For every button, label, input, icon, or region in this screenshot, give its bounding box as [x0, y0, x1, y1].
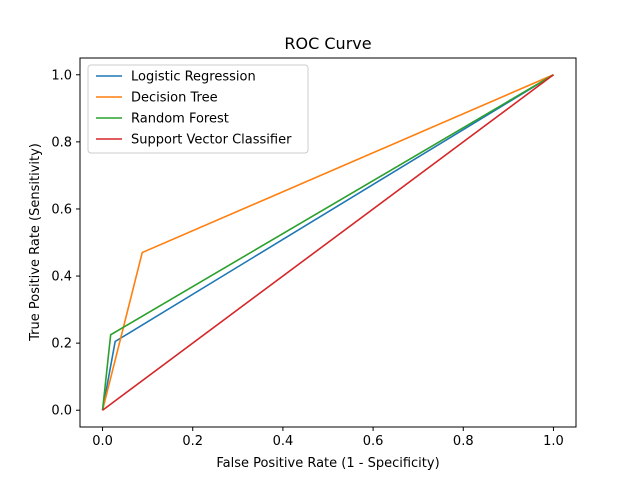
legend-label-3: Support Vector Classifier — [131, 133, 292, 148]
y-tick-label: 0.0 — [51, 404, 72, 419]
x-tick-label: 0.2 — [182, 434, 203, 449]
chart-title: ROC Curve — [284, 34, 371, 53]
y-tick-label: 0.8 — [51, 135, 72, 150]
y-axis-label: True Positive Rate (Sensitivity) — [28, 143, 43, 342]
legend-label-0: Logistic Regression — [131, 70, 256, 85]
x-tick-label: 1.0 — [543, 434, 564, 449]
y-tick-label: 0.4 — [51, 270, 72, 285]
series-line-2 — [101, 74, 554, 411]
series-line-0 — [101, 74, 554, 411]
x-tick-label: 0.4 — [273, 434, 294, 449]
legend-label-1: Decision Tree — [131, 91, 218, 106]
y-tick-label: 0.6 — [51, 202, 72, 217]
legend: Logistic Regression Decision Tree Random F… — [87, 64, 309, 154]
series-line-1 — [101, 74, 554, 411]
legend-box — [87, 64, 309, 154]
x-axis-label: False Positive Rate (1 - Specificity) — [216, 456, 439, 471]
y-axis-ticks: 0.0 0.2 0.4 0.6 0.8 1.0 — [51, 68, 80, 419]
x-tick-label: 0.6 — [363, 434, 384, 449]
series-line-3 — [102, 74, 554, 411]
y-tick-label: 1.0 — [51, 68, 72, 83]
x-tick-label: 0.0 — [92, 434, 113, 449]
x-axis-ticks: 0.0 0.2 0.4 0.6 0.8 1.0 — [92, 427, 564, 449]
x-tick-label: 0.8 — [453, 434, 474, 449]
y-tick-label: 0.2 — [51, 337, 72, 352]
plot-frame — [79, 57, 577, 428]
series-lines — [101, 74, 554, 411]
legend-label-2: Random Forest — [131, 112, 229, 127]
